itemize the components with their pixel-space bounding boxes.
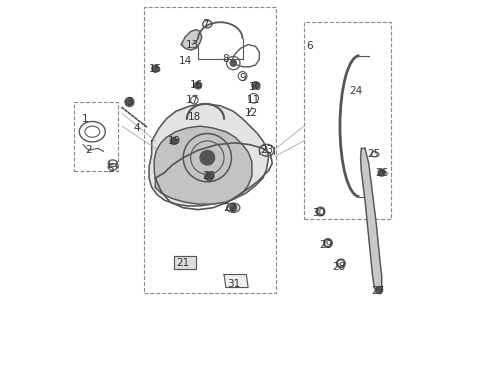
Circle shape [318, 209, 323, 214]
Polygon shape [224, 275, 248, 288]
Circle shape [194, 82, 202, 89]
Circle shape [125, 98, 134, 106]
Circle shape [152, 65, 159, 72]
Circle shape [376, 286, 383, 294]
Text: 12: 12 [245, 108, 258, 118]
Text: 17: 17 [186, 95, 199, 105]
Circle shape [230, 60, 236, 66]
Text: 23: 23 [260, 145, 274, 155]
Text: 6: 6 [306, 42, 312, 51]
Circle shape [338, 261, 344, 266]
Text: 8: 8 [222, 55, 229, 64]
Circle shape [200, 150, 215, 165]
Circle shape [326, 240, 330, 246]
Text: 10: 10 [249, 82, 262, 92]
Text: 1: 1 [82, 114, 88, 124]
Text: 3: 3 [126, 97, 132, 107]
Circle shape [170, 137, 177, 145]
Text: 4: 4 [134, 123, 140, 133]
Text: 29: 29 [320, 240, 332, 250]
Polygon shape [182, 30, 202, 50]
Text: 28: 28 [332, 262, 345, 272]
Text: 15: 15 [149, 64, 162, 73]
Text: 20: 20 [202, 171, 216, 181]
Bar [304, 22, 391, 219]
Circle shape [204, 172, 214, 181]
Text: 24: 24 [349, 86, 362, 96]
Polygon shape [154, 126, 252, 204]
Circle shape [316, 207, 325, 216]
Polygon shape [174, 256, 196, 269]
Text: 18: 18 [188, 112, 201, 122]
Text: 19: 19 [168, 136, 180, 146]
Text: 11: 11 [247, 95, 260, 105]
Text: 2: 2 [86, 145, 92, 155]
Text: 13: 13 [186, 40, 199, 49]
Circle shape [378, 169, 386, 176]
Text: 21: 21 [176, 259, 190, 268]
Circle shape [230, 204, 237, 211]
Bar [144, 7, 276, 293]
Text: 31: 31 [226, 279, 240, 289]
Circle shape [252, 82, 260, 89]
Polygon shape [360, 148, 382, 291]
Text: 9: 9 [240, 73, 246, 83]
Bar [74, 102, 118, 171]
Text: 26: 26 [375, 168, 388, 177]
Text: 7: 7 [202, 19, 209, 29]
Text: 22: 22 [223, 203, 236, 213]
Text: 25: 25 [368, 149, 381, 159]
Text: 27: 27 [372, 286, 384, 296]
Circle shape [324, 239, 332, 247]
Text: 30: 30 [312, 209, 325, 218]
Circle shape [336, 259, 345, 268]
Text: 14: 14 [178, 56, 192, 66]
Text: 5: 5 [108, 164, 114, 174]
Text: 16: 16 [190, 81, 203, 90]
Polygon shape [149, 104, 268, 206]
